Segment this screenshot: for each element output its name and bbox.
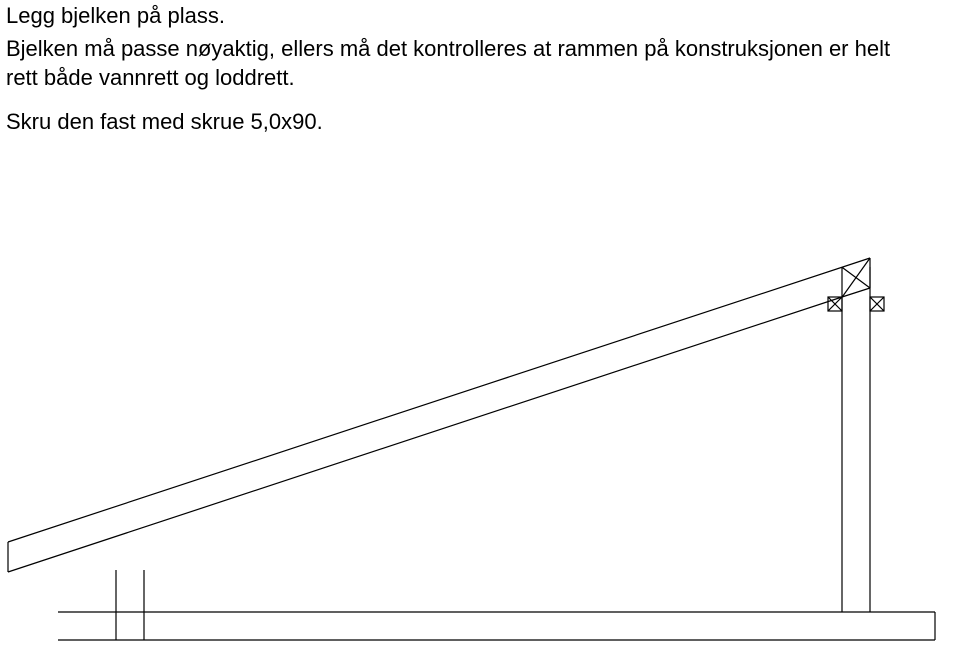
page: Legg bjelken på plass. Bjelken må passe …: [0, 0, 960, 659]
construction-diagram: [0, 0, 960, 659]
